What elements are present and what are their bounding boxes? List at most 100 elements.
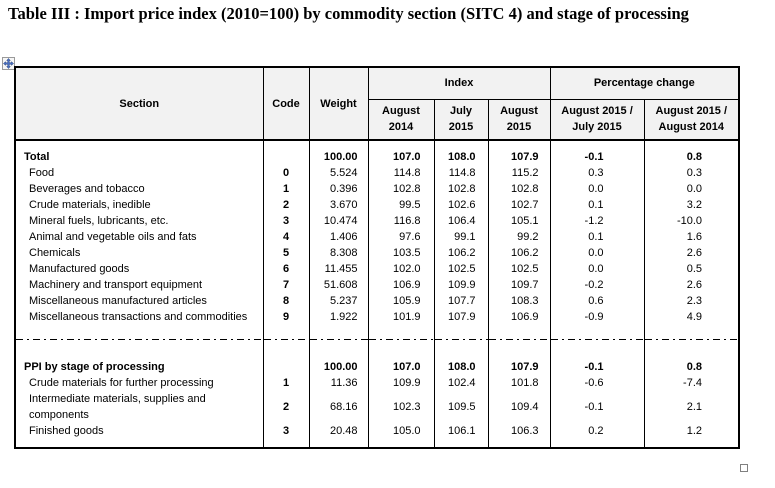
weight-cell: 100.00 [309, 353, 369, 375]
pct-aug2015-aug2014-cell: -7.4 [644, 375, 740, 391]
pct-aug2015-jul2015-cell: 0.0 [550, 181, 645, 197]
index-aug2015-cell: 106.9 [488, 309, 551, 325]
code-cell: 0 [263, 165, 310, 181]
weight-cell: 51.608 [309, 277, 369, 293]
table-row: Crude materials, inedible 2 3.670 99.5 102.6… [15, 197, 740, 213]
divider-cell [550, 325, 645, 353]
pct-aug2015-aug2014-cell: 0.5 [644, 261, 740, 277]
index-aug2015-cell: 108.3 [488, 293, 551, 309]
index-aug2014-cell: 101.9 [368, 309, 435, 325]
table-row: PPI by stage of processing 100.00 107.0 108… [15, 353, 740, 375]
section-cell: Crude materials, inedible [15, 197, 264, 213]
index-aug2015-cell: 107.9 [488, 353, 551, 375]
code-cell: 4 [263, 229, 310, 245]
section-cell: Mineral fuels, lubricants, etc. [15, 213, 264, 229]
index-aug2014-cell: 107.0 [368, 140, 435, 165]
index-aug2015-cell: 99.2 [488, 229, 551, 245]
index-aug2015-cell: 115.2 [488, 165, 551, 181]
index-jul2015-cell: 107.7 [434, 293, 489, 309]
pct-aug2015-aug2014-cell: 2.6 [644, 245, 740, 261]
index-aug2014-cell: 109.9 [368, 375, 435, 391]
table-move-handle[interactable] [2, 57, 15, 70]
col-header-code: Code [263, 67, 310, 141]
section-cell: Crude materials for further processing [15, 375, 264, 391]
move-icon [3, 58, 14, 69]
index-jul2015-cell: 109.5 [434, 391, 489, 423]
index-aug2014-cell: 102.8 [368, 181, 435, 197]
weight-cell: 20.48 [309, 423, 369, 448]
weight-cell: 100.00 [309, 140, 369, 165]
index-aug2014-cell: 114.8 [368, 165, 435, 181]
index-aug2014-cell: 103.5 [368, 245, 435, 261]
section-cell: Intermediate materials, supplies and com… [15, 391, 264, 423]
code-cell: 2 [263, 391, 310, 423]
weight-cell: 5.524 [309, 165, 369, 181]
table-row: Chemicals 5 8.308 103.5 106.2 106.2 0.0 2.6 [15, 245, 740, 261]
section-cell: Beverages and tobacco [15, 181, 264, 197]
import-price-index-table: Section Code Weight Index Percentage cha… [14, 66, 741, 449]
index-jul2015-cell: 102.5 [434, 261, 489, 277]
index-jul2015-cell: 108.0 [434, 140, 489, 165]
table-row: Beverages and tobacco 1 0.396 102.8 102.8 102… [15, 181, 740, 197]
weight-cell: 11.36 [309, 375, 369, 391]
code-cell: 9 [263, 309, 310, 325]
pct-aug2015-jul2015-cell: 0.0 [550, 261, 645, 277]
index-aug2014-cell: 106.9 [368, 277, 435, 293]
pct-aug2015-aug2014-cell: 0.0 [644, 181, 740, 197]
index-aug2015-cell: 102.8 [488, 181, 551, 197]
section-cell: Animal and vegetable oils and fats [15, 229, 264, 245]
section-cell: Miscellaneous manufactured articles [15, 293, 264, 309]
code-cell: 3 [263, 213, 310, 229]
pct-aug2015-aug2014-cell: 0.8 [644, 140, 740, 165]
index-aug2014-cell: 102.3 [368, 391, 435, 423]
pct-aug2015-jul2015-cell: -1.2 [550, 213, 645, 229]
pct-aug2015-aug2014-cell: 1.6 [644, 229, 740, 245]
page-title: Table III : Import price index (2010=100… [8, 4, 689, 23]
section-cell: Food [15, 165, 264, 181]
divider-cell [434, 325, 489, 353]
index-aug2014-cell: 99.5 [368, 197, 435, 213]
code-cell: 7 [263, 277, 310, 293]
pct-aug2015-aug2014-cell: 4.9 [644, 309, 740, 325]
weight-cell: 3.670 [309, 197, 369, 213]
pct-aug2015-aug2014-cell: 0.8 [644, 353, 740, 375]
code-cell: 5 [263, 245, 310, 261]
index-aug2014-cell: 102.0 [368, 261, 435, 277]
table-resize-handle[interactable] [740, 464, 748, 472]
pct-aug2015-jul2015-cell: 0.2 [550, 423, 645, 448]
index-jul2015-cell: 102.6 [434, 197, 489, 213]
index-aug2015-cell: 109.4 [488, 391, 551, 423]
section-cell: Chemicals [15, 245, 264, 261]
weight-cell: 8.308 [309, 245, 369, 261]
code-cell: 8 [263, 293, 310, 309]
index-aug2014-cell: 107.0 [368, 353, 435, 375]
pct-aug2015-jul2015-cell: -0.1 [550, 391, 645, 423]
index-aug2015-cell: 101.8 [488, 375, 551, 391]
code-cell: 3 [263, 423, 310, 448]
index-aug2014-cell: 105.0 [368, 423, 435, 448]
pct-aug2015-aug2014-cell: 2.3 [644, 293, 740, 309]
divider-cell [644, 325, 740, 353]
pct-aug2015-aug2014-cell: 2.6 [644, 277, 740, 293]
index-jul2015-cell: 102.4 [434, 375, 489, 391]
col-header-august-2015: August 2015 [488, 99, 551, 141]
table-row: Intermediate materials, supplies and com… [15, 391, 740, 423]
code-cell: 1 [263, 375, 310, 391]
col-header-change-aug2015-aug2014: August 2015 / August 2014 [644, 99, 740, 141]
pct-aug2015-aug2014-cell: 2.1 [644, 391, 740, 423]
table-row: Manufactured goods 6 11.455 102.0 102.5 102.5… [15, 261, 740, 277]
index-jul2015-cell: 106.2 [434, 245, 489, 261]
section-cell: Machinery and transport equipment [15, 277, 264, 293]
section-divider-row [15, 325, 740, 353]
divider-cell [309, 325, 369, 353]
data-table: Section Code Weight Index Percentage cha… [14, 66, 741, 449]
section-cell: Total [15, 140, 264, 165]
code-cell: 1 [263, 181, 310, 197]
divider-cell [263, 325, 310, 353]
pct-aug2015-jul2015-cell: 0.3 [550, 165, 645, 181]
header-row-groups: Section Code Weight Index Percentage cha… [15, 67, 740, 141]
index-jul2015-cell: 106.1 [434, 423, 489, 448]
pct-aug2015-jul2015-cell: -0.2 [550, 277, 645, 293]
pct-aug2015-aug2014-cell: 1.2 [644, 423, 740, 448]
section-cell: Manufactured goods [15, 261, 264, 277]
